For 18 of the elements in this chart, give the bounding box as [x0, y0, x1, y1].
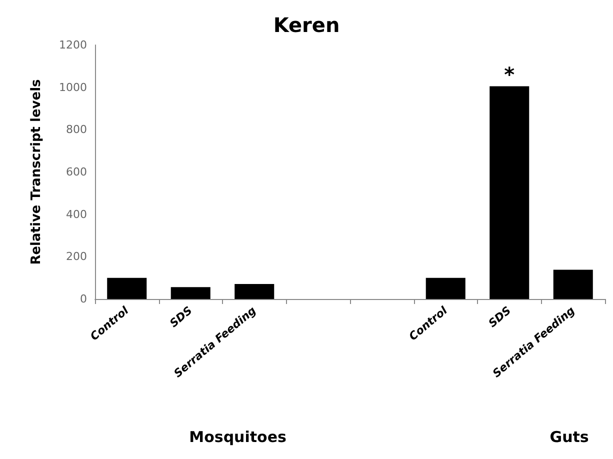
chart-title: Keren — [273, 13, 340, 37]
text: Mosquitoes — [189, 428, 287, 446]
bar — [107, 278, 147, 299]
y-tick-label: 0 — [80, 292, 87, 306]
bar — [170, 287, 210, 299]
y-tick-label: 800 — [66, 123, 87, 136]
y-tick-label: 200 — [66, 250, 87, 264]
annotation: * — [504, 62, 516, 86]
bar — [490, 86, 530, 299]
bar — [426, 278, 466, 299]
y-tick-label: 1200 — [59, 38, 87, 52]
bar — [234, 284, 274, 299]
y-tick-label: 1000 — [59, 80, 87, 94]
y-tick-label: 600 — [66, 166, 87, 178]
y-tick-label: 400 — [66, 208, 87, 221]
bar — [553, 270, 593, 299]
text: Guts — [550, 428, 589, 446]
y-axis-title: Relative Transcript levels — [29, 78, 44, 265]
